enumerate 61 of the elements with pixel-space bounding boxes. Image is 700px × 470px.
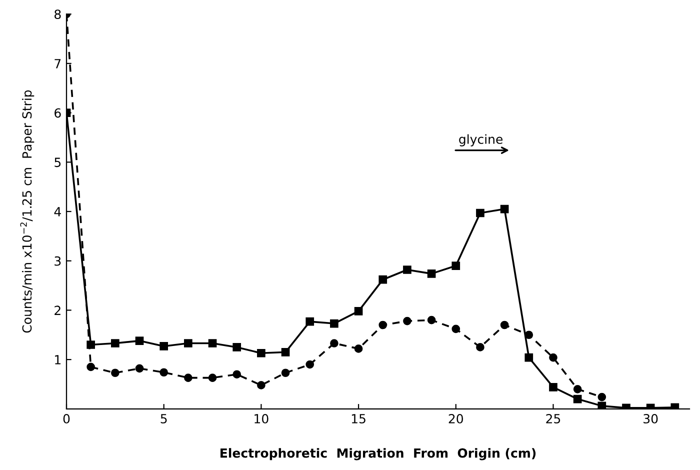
point [135,364,144,373]
x-tick-label: 15 [352,414,366,424]
point [306,360,314,369]
point [500,320,509,330]
point [452,324,460,334]
point [524,353,534,362]
y-tick-label: 5 [54,158,61,168]
point [403,266,412,274]
point [427,270,436,278]
y-tick-label: 6 [54,108,61,118]
point [549,383,558,392]
point [354,344,363,353]
point [354,307,363,316]
point [86,362,96,372]
point [257,348,266,358]
point [208,339,217,348]
x-axis-title: Electrophoretic Migration From Origin (cm) [220,448,536,460]
point [232,343,242,352]
point [184,339,192,348]
point [573,384,582,394]
x-tick-label: 10 [254,414,268,424]
y-tick-label: 8 [54,10,61,20]
y-axis-title: Counts/min x10$^{−2}$/1.25 cm Paper Strip [20,90,34,333]
x-tick-label: 5 [160,414,167,424]
point [160,342,168,350]
point [330,339,338,348]
point [306,317,314,326]
point [598,392,606,402]
point [257,381,266,390]
point [232,370,242,379]
point [160,368,168,377]
y-tick-label: 7 [54,59,61,68]
x-tick-label: 0 [63,414,70,424]
y-tick-label: 1 [55,355,60,364]
point [524,330,534,340]
point [111,339,120,348]
point [281,348,290,356]
y-tick-label: 2 [54,306,60,315]
point [476,343,484,352]
y-tick-label: 3 [54,256,61,266]
point [573,394,582,404]
point [135,336,144,345]
point [403,316,412,326]
x-tick-label: 25 [546,414,560,424]
point [378,320,388,330]
point [598,402,606,409]
point [378,275,388,284]
point [330,319,338,328]
point [476,208,484,218]
point [208,374,217,382]
point [184,374,192,382]
point [500,204,509,214]
point [549,353,558,362]
x-tick-label: 20 [448,414,463,424]
point [281,368,290,378]
annotation: glycine [459,134,503,146]
point [427,316,436,324]
y-tick-label: 4 [54,207,61,216]
x-tick-label: 30 [644,414,658,424]
point [452,262,460,270]
point [111,368,120,378]
